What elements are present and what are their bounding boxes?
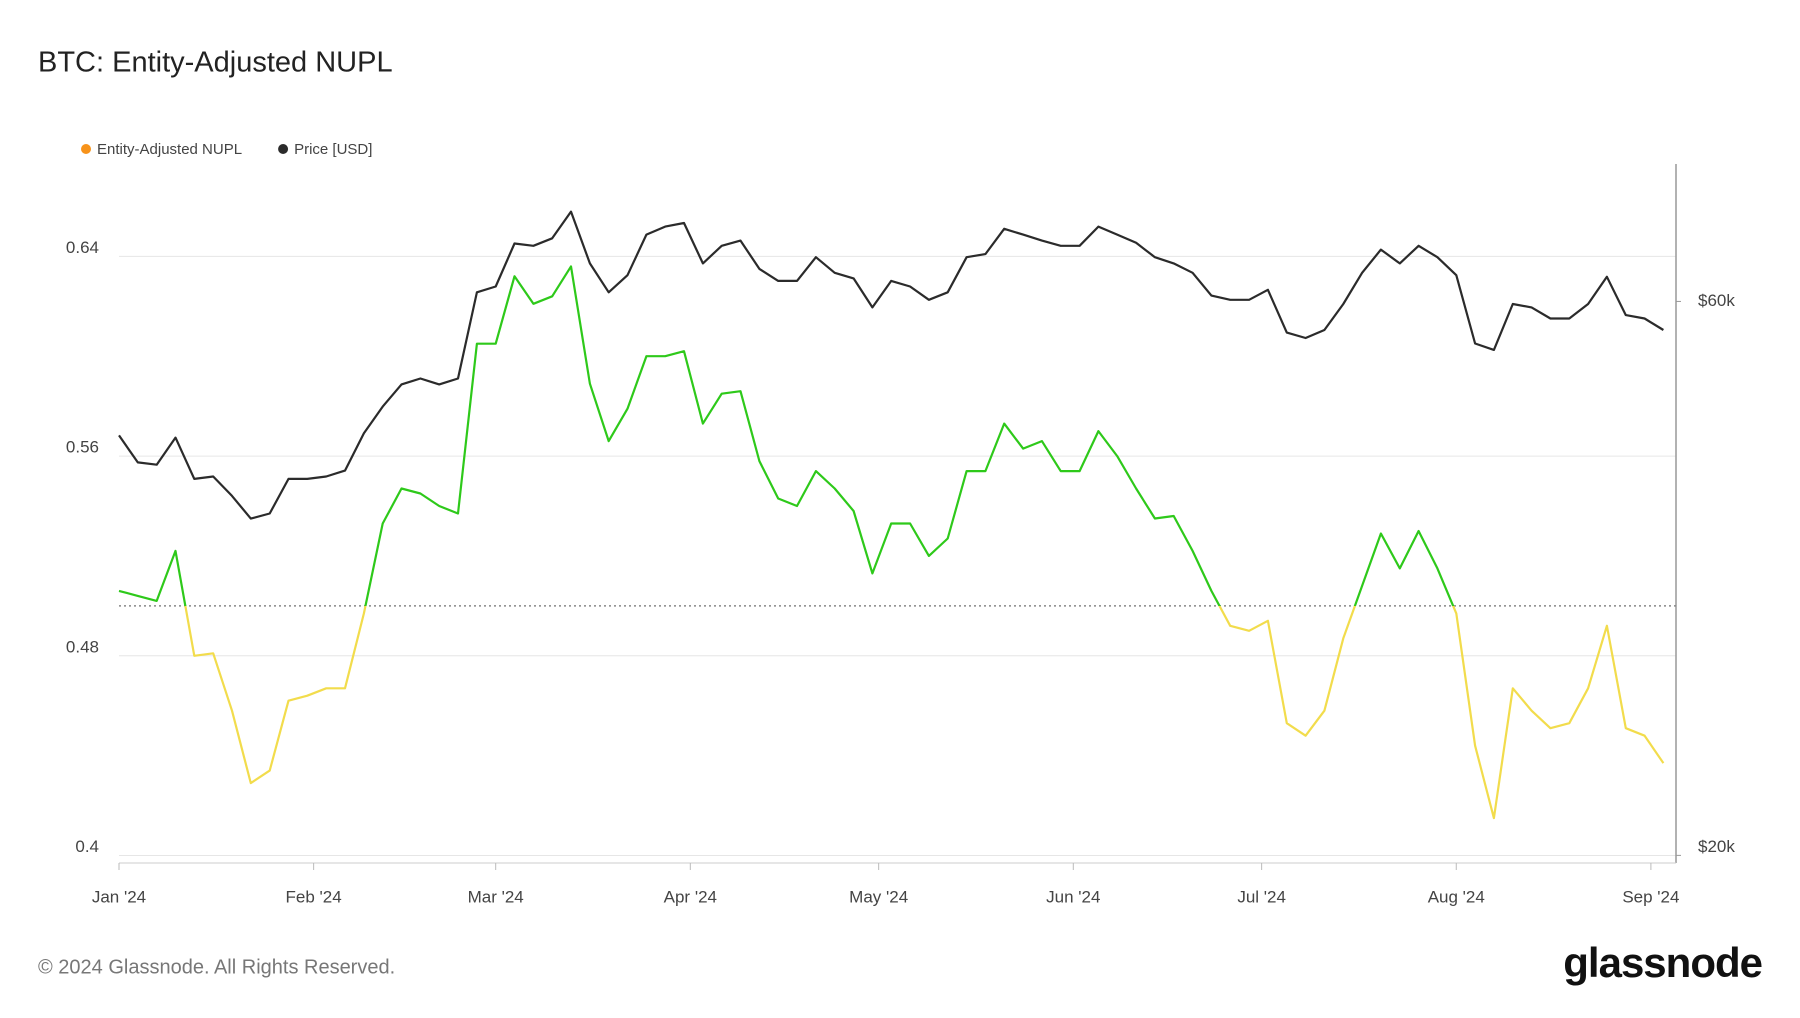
- y2-tick-label: $60k: [1698, 291, 1735, 310]
- legend-marker: [278, 144, 289, 154]
- x-tick-label: Apr '24: [664, 887, 717, 906]
- y-tick-label: 0.64: [66, 238, 99, 257]
- series-line: [118, 265, 1665, 820]
- x-tick-label: Feb '24: [286, 887, 342, 906]
- x-tick-label: Sep '24: [1622, 887, 1679, 906]
- legend-label: Price [USD]: [294, 141, 372, 158]
- x-tick-label: Jul '24: [1237, 887, 1286, 906]
- footer: © 2024 Glassnode. All Rights Reserved.: [38, 956, 395, 978]
- y-tick-label: 0.4: [75, 837, 99, 856]
- logo: glassnode: [1563, 939, 1762, 986]
- x-tick-label: Aug '24: [1428, 887, 1485, 906]
- x-tick-label: May '24: [849, 887, 908, 906]
- series-line: [118, 210, 1664, 520]
- x-tick-label: Jun '24: [1046, 887, 1100, 906]
- chart-title: BTC: Entity-Adjusted NUPL: [38, 47, 393, 79]
- legend-marker: [81, 144, 91, 154]
- y-tick-label: 0.48: [66, 637, 99, 656]
- y2-tick-label: $20k: [1698, 837, 1735, 856]
- legend-label: Entity-Adjusted NUPL: [97, 141, 242, 158]
- x-tick-label: Mar '24: [468, 887, 524, 906]
- x-tick-label: Jan '24: [92, 887, 146, 906]
- y-tick-label: 0.56: [66, 438, 99, 457]
